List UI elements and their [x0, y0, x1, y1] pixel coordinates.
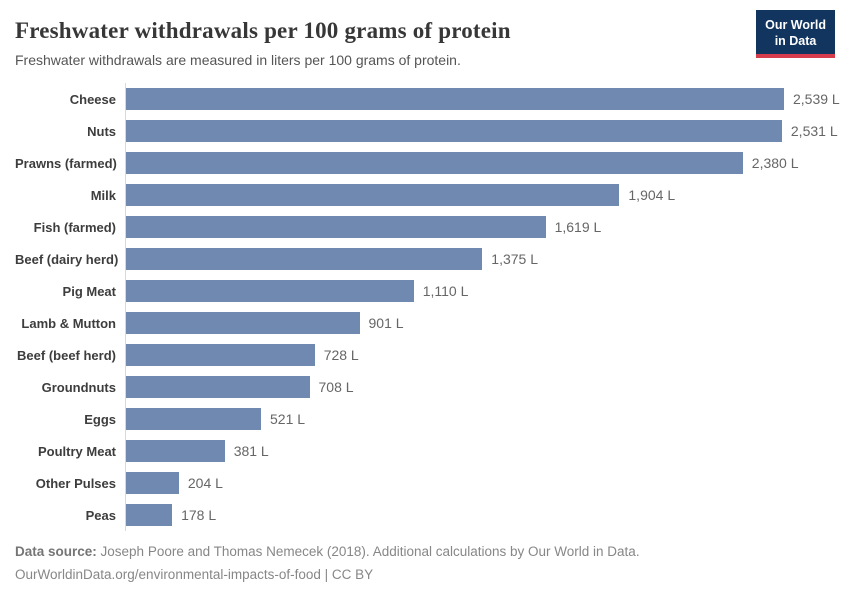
bar-value: 204 L — [187, 475, 223, 491]
page-subtitle: Freshwater withdrawals are measured in l… — [15, 52, 461, 68]
bar-row: Poultry Meat 381 L — [15, 435, 835, 467]
bar[interactable] — [126, 440, 225, 462]
page-title: Freshwater withdrawals per 100 grams of … — [15, 18, 511, 43]
bar-value: 2,531 L — [790, 123, 838, 139]
bar-cell: 728 L — [125, 339, 835, 371]
bar-cell: 1,110 L — [125, 275, 835, 307]
bar-row: Prawns (farmed) 2,380 L — [15, 147, 835, 179]
bar[interactable] — [126, 248, 483, 270]
bar-label: Pig Meat — [62, 283, 116, 299]
bar-label: Cheese — [69, 91, 116, 107]
bar-value: 381 L — [233, 443, 269, 459]
bar-cell: 2,380 L — [125, 147, 835, 179]
bar-row: Groundnuts 708 L — [15, 371, 835, 403]
bar-value: 2,539 L — [793, 91, 840, 107]
header-text: Freshwater withdrawals per 100 grams of … — [15, 14, 511, 68]
bar-cell: 381 L — [125, 435, 835, 467]
bar-cell: 204 L — [125, 467, 835, 499]
bar-label: Other Pulses — [35, 475, 116, 491]
bar-value: 728 L — [323, 347, 359, 363]
bar-row: Beef (beef herd) 728 L — [15, 339, 835, 371]
bar-row: Eggs 521 L — [15, 403, 835, 435]
bar-cell: 1,904 L — [125, 179, 835, 211]
bar-value: 708 L — [318, 379, 354, 395]
bar[interactable] — [126, 88, 784, 110]
bar-row: Cheese 2,539 L — [15, 83, 840, 115]
bar-row: Peas 178 L — [15, 499, 835, 531]
bar[interactable] — [126, 120, 782, 142]
bar-label: Eggs — [84, 411, 116, 427]
bar-cell: 1,375 L — [125, 243, 835, 275]
footer-license: OurWorldinData.org/environmental-impacts… — [15, 566, 374, 582]
bar-label: Beef (beef herd) — [17, 347, 116, 363]
footer-source: Data source: Joseph Poore and Thomas Nem… — [15, 541, 835, 564]
bar-cell: 708 L — [125, 371, 835, 403]
owid-logo-line1: Our World — [765, 18, 826, 32]
bar-row: Nuts 2,531 L — [15, 115, 838, 147]
bar[interactable] — [126, 504, 173, 526]
bar-rows: Cheese 2,539 L Nuts 2,531 L Prawns (farm… — [15, 83, 840, 531]
bar[interactable] — [126, 376, 310, 398]
bar-row: Fish (farmed) 1,619 L — [15, 211, 835, 243]
bar-value: 901 L — [368, 315, 404, 331]
bar-row: Milk 1,904 L — [15, 179, 835, 211]
bar[interactable] — [126, 408, 261, 430]
bar-row: Pig Meat 1,110 L — [15, 275, 835, 307]
bar-row: Other Pulses 204 L — [15, 467, 835, 499]
bar-value: 1,904 L — [628, 187, 676, 203]
bar-cell: 2,539 L — [125, 83, 840, 115]
bar-cell: 2,531 L — [125, 115, 838, 147]
bar-cell: 901 L — [125, 307, 835, 339]
bar-label: Poultry Meat — [37, 443, 116, 459]
bar-row: Lamb & Mutton 901 L — [15, 307, 835, 339]
bar-label: Nuts — [87, 123, 116, 139]
bar[interactable] — [126, 216, 546, 238]
bar-value: 2,380 L — [751, 155, 799, 171]
bar-value: 521 L — [270, 411, 306, 427]
bar-cell: 521 L — [125, 403, 835, 435]
bar[interactable] — [126, 280, 414, 302]
bar-row: Beef (dairy herd) 1,375 L — [15, 243, 835, 275]
footer-source-label: Data source: — [15, 544, 97, 559]
bar-cell: 178 L — [125, 499, 835, 531]
bar[interactable] — [126, 472, 179, 494]
bar-chart: Cheese 2,539 L Nuts 2,531 L Prawns (farm… — [15, 83, 840, 531]
bar-label: Lamb & Mutton — [21, 315, 116, 331]
bar-label: Prawns (farmed) — [15, 155, 117, 171]
owid-logo-line2: in Data — [774, 34, 817, 49]
owid-logo[interactable]: Our World in Data — [756, 10, 835, 58]
bar-cell: 1,619 L — [125, 211, 835, 243]
bar-label: Beef (dairy herd) — [15, 251, 119, 267]
footer-source-text: Joseph Poore and Thomas Nemecek (2018). … — [96, 544, 640, 559]
header: Freshwater withdrawals per 100 grams of … — [15, 0, 835, 68]
bar-label: Groundnuts — [41, 379, 116, 395]
bar[interactable] — [126, 152, 743, 174]
bar-label: Milk — [90, 187, 116, 203]
bar-value: 178 L — [181, 507, 217, 523]
bar-value: 1,375 L — [491, 251, 539, 267]
bar-value: 1,110 L — [422, 283, 469, 299]
bar-value: 1,619 L — [554, 219, 602, 235]
footer: Data source: Joseph Poore and Thomas Nem… — [15, 541, 835, 587]
bar[interactable] — [126, 344, 315, 366]
bar-label: Peas — [85, 507, 116, 523]
bar-label: Fish (farmed) — [33, 219, 116, 235]
bar[interactable] — [126, 184, 620, 206]
bar[interactable] — [126, 312, 360, 334]
